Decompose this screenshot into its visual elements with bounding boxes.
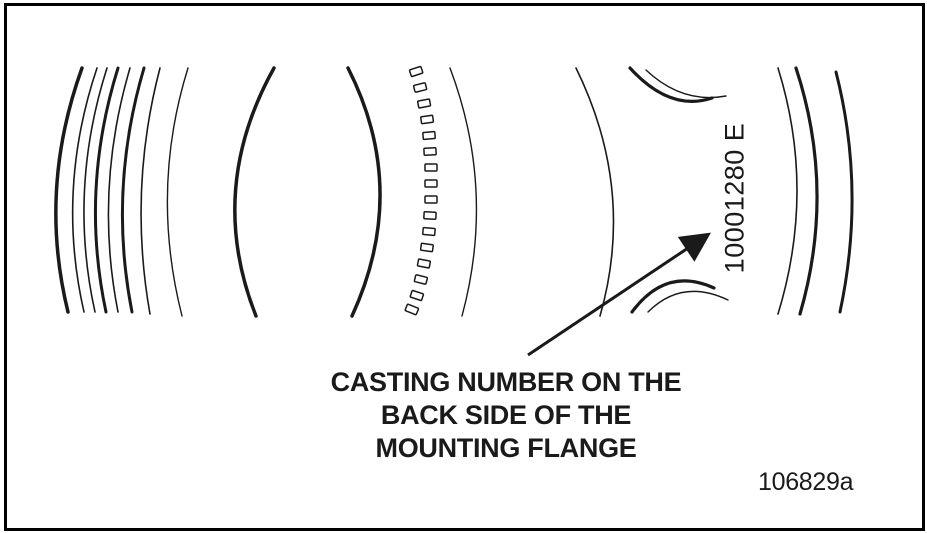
flange-hole-top-edge <box>645 69 727 99</box>
figure-id: 106829a <box>758 468 854 496</box>
flange-tooth <box>409 289 425 302</box>
leader-arrow <box>527 232 711 357</box>
flange-arc <box>346 66 382 318</box>
tooth-row <box>404 65 438 316</box>
flange-hole-bottom <box>630 279 716 314</box>
flange-tooth <box>422 130 436 141</box>
callout-line-2: BACK SIDE OF THE <box>380 400 632 430</box>
flange-arc <box>54 66 84 314</box>
flange-tooth <box>412 82 428 93</box>
flange-tooth <box>423 146 437 157</box>
callout-text: CASTING NUMBER ON THE BACK SIDE OF THE M… <box>296 366 716 465</box>
flange-tooth <box>422 226 436 237</box>
flange-tooth <box>419 242 434 253</box>
flange-tooth <box>424 179 438 188</box>
flange-arc <box>107 67 131 313</box>
flange-tooth <box>416 258 432 269</box>
flange-tooth <box>420 114 435 125</box>
flange-hole-bottom-edge <box>647 290 729 313</box>
flange-arc <box>140 67 161 315</box>
callout-line-1: CASTING NUMBER ON THE <box>330 367 682 397</box>
flange-arc <box>449 67 478 317</box>
figure-frame <box>4 3 925 531</box>
flange-tooth <box>408 65 424 78</box>
flange-arc <box>71 67 98 313</box>
casting-number-label: 10001280 E <box>719 122 750 274</box>
flange-arc <box>794 66 819 316</box>
flange-arc <box>94 66 120 314</box>
flange-tooth <box>404 303 420 316</box>
flange-arc <box>233 66 276 318</box>
callout-line-3: MOUNTING FLANGE <box>375 433 637 463</box>
flange-arc <box>120 66 146 314</box>
flange-arc <box>575 67 615 317</box>
flange-hole-top <box>628 66 714 103</box>
flange-tooth <box>423 210 437 221</box>
flange-arc <box>166 67 189 317</box>
flange-arc <box>777 67 798 315</box>
flange-tooth <box>413 274 429 285</box>
flange-arc <box>834 70 854 314</box>
flange-tooth <box>416 98 432 109</box>
flange-arc <box>83 67 108 313</box>
flange-tooth <box>424 163 438 172</box>
flange-tooth <box>424 195 438 204</box>
